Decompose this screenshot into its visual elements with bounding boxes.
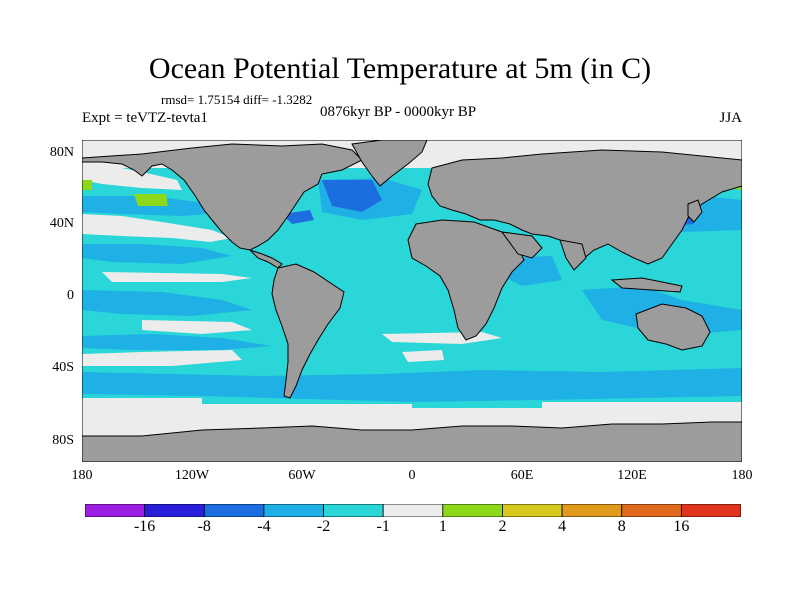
colorbar-swatch <box>502 504 563 517</box>
land-north-america <box>82 143 363 251</box>
lon-label-60w: 60W <box>288 468 316 483</box>
lon-label-120w: 120W <box>174 468 210 483</box>
south-indian-neutral <box>402 350 444 362</box>
colorbar-swatch <box>442 504 503 517</box>
npac-neutral-band <box>82 214 232 242</box>
colorbar-tick-label: -1 <box>376 518 390 535</box>
land-south-america <box>271 263 345 399</box>
lat-label-40n: 40N <box>49 216 74 231</box>
colorbar-swatch <box>144 504 205 517</box>
period-label: 0876kyr BP - 0000kyr BP <box>320 104 477 120</box>
lat-label-40s: 40S <box>52 360 74 375</box>
spac-neg-2 <box>82 334 272 350</box>
world-map <box>82 140 742 462</box>
lat-label-80s: 80S <box>52 433 74 448</box>
land-greenland <box>351 140 428 187</box>
npac-neutral-top <box>82 168 182 190</box>
colorbar-swatch <box>382 504 444 517</box>
land-australia <box>635 303 711 351</box>
colorbar-swatch <box>203 504 265 517</box>
land-eurasia <box>427 149 742 265</box>
lon-label-180e: 180 <box>731 468 753 483</box>
colorbar-tick-label: -2 <box>316 518 331 535</box>
chart-title: Ocean Potential Temperature at 5m (in C) <box>148 52 652 85</box>
land-japan <box>687 199 703 223</box>
colorbar-tick-label: 8 <box>617 518 626 535</box>
colorbar-swatch <box>263 504 324 517</box>
experiment-label: Expt = teVTZ-tevta1 <box>82 110 208 126</box>
colorbar-tick-label: -4 <box>257 518 271 535</box>
colorbar-swatch <box>561 504 623 517</box>
tropical-neutral-2 <box>142 320 252 334</box>
colorbar-tick-label: 16 <box>673 518 690 535</box>
continents <box>82 140 742 462</box>
lat-label-0: 0 <box>67 288 74 303</box>
colorbar-swatch <box>680 504 741 517</box>
lon-label-0: 0 <box>408 468 416 483</box>
colorbar-tick-label: 4 <box>558 518 567 535</box>
tropical-neutral-1 <box>102 272 252 282</box>
lat-label-80n: 80N <box>49 145 74 160</box>
npac-neg-2 <box>82 244 232 264</box>
colorbar-swatch <box>85 504 146 517</box>
land-india <box>559 239 587 271</box>
land-indonesia <box>610 277 683 293</box>
spac-neg-1 <box>82 290 252 316</box>
npac-pos-patch <box>134 194 168 206</box>
colorbar-tick-label: -16 <box>133 518 156 535</box>
colorbar-tick-label: -8 <box>197 518 211 535</box>
natl-strong-neg <box>322 180 382 212</box>
lon-label-180w: 180 <box>71 468 93 483</box>
land-antarctica <box>82 421 742 462</box>
colorbar-tick-label: 1 <box>438 518 447 535</box>
npac-pos-edge <box>82 180 92 190</box>
colorbar-tick-label: 2 <box>498 518 507 535</box>
season-label: JJA <box>719 110 742 126</box>
land-central-america <box>249 249 283 269</box>
colorbar-swatch <box>621 504 682 517</box>
east-pac-neutral <box>82 350 242 366</box>
land-arabia <box>500 231 543 259</box>
colorbar-swatch <box>323 504 384 517</box>
lon-label-60e: 60E <box>510 468 534 483</box>
stats-text: rmsd= 1.75154 diff= -1.3282 <box>161 92 313 107</box>
lon-label-120e: 120E <box>617 468 647 483</box>
colorbar <box>85 504 741 517</box>
soc-neg-band <box>82 368 742 402</box>
